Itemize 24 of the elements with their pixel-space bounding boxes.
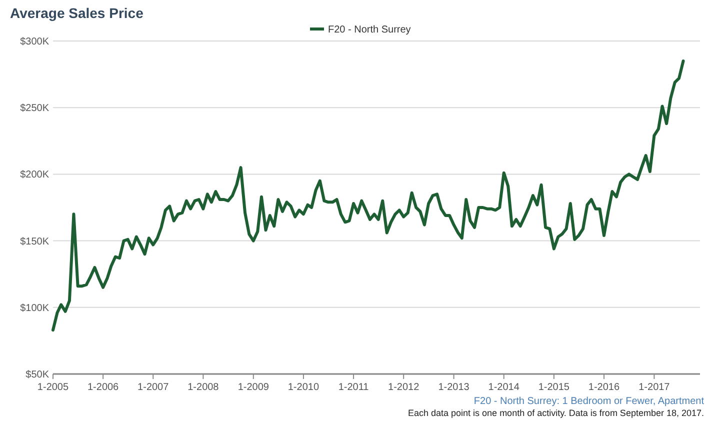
x-tick-label: 1-2016 bbox=[588, 382, 620, 393]
x-tick-label: 1-2015 bbox=[538, 382, 570, 393]
x-tick-label: 1-2013 bbox=[438, 382, 470, 393]
x-tick-label: 1-2009 bbox=[238, 382, 270, 393]
x-tick-label: 1-2006 bbox=[87, 382, 120, 393]
x-tick-label: 1-2011 bbox=[338, 382, 370, 393]
chart-title: Average Sales Price bbox=[10, 5, 144, 21]
x-tick-label: 1-2010 bbox=[288, 382, 320, 393]
x-tick-label: 1-2005 bbox=[37, 382, 70, 393]
y-tick-label: $150K bbox=[20, 236, 50, 248]
x-tick-label: 1-2014 bbox=[488, 382, 520, 393]
y-tick-label: $200K bbox=[20, 170, 50, 181]
y-tick-label: $250K bbox=[20, 103, 50, 114]
y-tick-label: $100K bbox=[20, 302, 50, 314]
x-tick-label: 1-2012 bbox=[388, 382, 420, 393]
line-series bbox=[52, 59, 685, 332]
x-tick-label: 1-2007 bbox=[138, 382, 170, 393]
y-tick-label: $300K bbox=[20, 36, 50, 48]
x-tick-label: 1-2008 bbox=[188, 382, 220, 393]
y-tick-label: $50K bbox=[26, 370, 50, 380]
text: Each data point is one month of activity. Data is from September 18, 2017. bbox=[408, 408, 704, 418]
text: F20 - North Surrey: 1 Bedroom or Fewer, Apartment bbox=[474, 396, 704, 407]
x-tick-label: 1-2017 bbox=[638, 382, 670, 393]
legend-label: F20 - North Surrey bbox=[328, 24, 411, 36]
